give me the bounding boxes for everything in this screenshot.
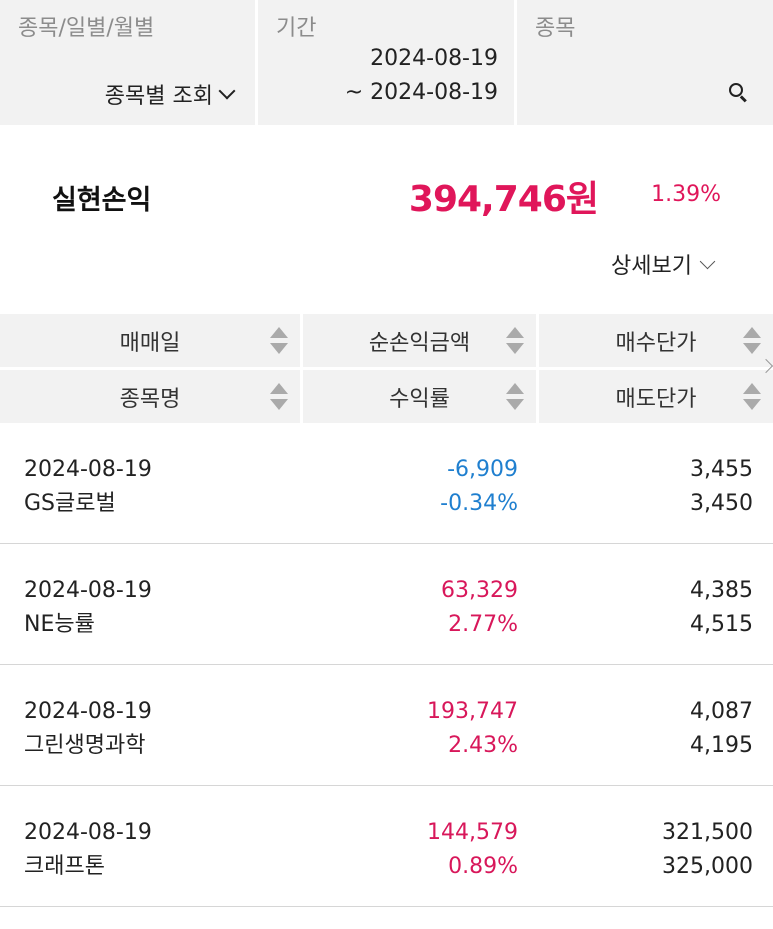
chevron-down-icon xyxy=(699,253,716,269)
trade-list: 2024-08-19 GS글로벌 -6,909 -0.34% 3,455 3,4… xyxy=(0,423,773,907)
stock-name: NE능률 xyxy=(24,612,95,637)
period-label: 기간 xyxy=(276,16,317,41)
chevron-down-icon xyxy=(218,82,236,100)
sort-icon[interactable] xyxy=(743,383,761,411)
sell-price: 325,000 xyxy=(662,854,753,879)
detail-view-button[interactable]: 상세보기 xyxy=(611,248,716,280)
period-end-date[interactable]: ~ 2024-08-19 xyxy=(344,80,498,105)
stock-name: 그린생명과학 xyxy=(24,733,146,758)
return-rate: -0.34% xyxy=(440,491,518,516)
buy-price: 3,455 xyxy=(690,457,753,482)
header-sell-price[interactable]: 매도단가 xyxy=(539,370,773,423)
sell-price: 3,450 xyxy=(690,491,753,516)
view-type-filter[interactable]: 종목/일별/월별 종목별 조회 xyxy=(0,0,255,125)
header-buy-price[interactable]: 매수단가 xyxy=(539,314,773,367)
stock-filter[interactable]: 종목 xyxy=(517,0,773,125)
filter-bar: 종목/일별/월별 종목별 조회 기간 2024-08-19 ~ 2024-08-… xyxy=(0,0,773,125)
view-type-selected: 종목별 조회 xyxy=(104,84,213,109)
table-row[interactable]: 2024-08-19 크래프톤 144,579 0.89% 321,500 32… xyxy=(0,786,773,907)
net-profit: 63,329 xyxy=(441,578,518,603)
return-rate: 2.77% xyxy=(448,612,518,637)
table-header: 매매일 순손익금액 매수단가 종목명 수익률 매도단가 xyxy=(0,314,773,426)
buy-price: 321,500 xyxy=(662,820,753,845)
stock-label: 종목 xyxy=(535,16,576,41)
net-profit: -6,909 xyxy=(447,457,518,482)
trade-date: 2024-08-19 xyxy=(24,578,152,603)
header-trade-date[interactable]: 매매일 xyxy=(0,314,300,367)
realized-pnl-rate: 1.39% xyxy=(651,182,721,207)
stock-name: 크래프톤 xyxy=(24,854,105,879)
view-type-select[interactable]: 종목별 조회 xyxy=(104,78,236,110)
table-row[interactable]: 2024-08-19 그린생명과학 193,747 2.43% 4,087 4,… xyxy=(0,665,773,786)
sell-price: 4,515 xyxy=(690,612,753,637)
buy-price: 4,087 xyxy=(690,699,753,724)
realized-pnl-label: 실현손익 xyxy=(52,185,152,216)
header-stock-name[interactable]: 종목명 xyxy=(0,370,300,423)
trade-date: 2024-08-19 xyxy=(24,457,152,482)
net-profit: 144,579 xyxy=(427,820,518,845)
header-net-profit[interactable]: 순손익금액 xyxy=(303,314,536,367)
trade-date: 2024-08-19 xyxy=(24,820,152,845)
sort-icon[interactable] xyxy=(506,383,524,411)
table-row[interactable]: 2024-08-19 NE능률 63,329 2.77% 4,385 4,515 xyxy=(0,544,773,665)
buy-price: 4,385 xyxy=(690,578,753,603)
sort-icon[interactable] xyxy=(270,383,288,411)
detail-view-label: 상세보기 xyxy=(611,254,692,279)
header-return-rate[interactable]: 수익률 xyxy=(303,370,536,423)
table-row[interactable]: 2024-08-19 GS글로벌 -6,909 -0.34% 3,455 3,4… xyxy=(0,423,773,544)
period-filter[interactable]: 기간 2024-08-19 ~ 2024-08-19 xyxy=(258,0,514,125)
trade-date: 2024-08-19 xyxy=(24,699,152,724)
stock-name: GS글로벌 xyxy=(24,491,116,516)
view-type-label: 종목/일별/월별 xyxy=(18,16,155,41)
sell-price: 4,195 xyxy=(690,733,753,758)
realized-pnl-amount: 394,746원 xyxy=(408,179,599,220)
sort-icon[interactable] xyxy=(270,327,288,355)
sort-icon[interactable] xyxy=(506,327,524,355)
return-rate: 2.43% xyxy=(448,733,518,758)
sort-icon[interactable] xyxy=(743,327,761,355)
return-rate: 0.89% xyxy=(448,854,518,879)
search-icon[interactable] xyxy=(729,83,747,103)
period-start-date[interactable]: 2024-08-19 xyxy=(370,46,498,71)
net-profit: 193,747 xyxy=(427,699,518,724)
